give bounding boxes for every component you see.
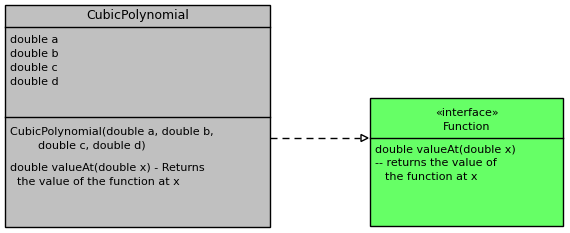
Text: double c: double c xyxy=(10,63,58,73)
Text: double valueAt(double x): double valueAt(double x) xyxy=(375,144,516,154)
Text: double valueAt(double x) - Returns: double valueAt(double x) - Returns xyxy=(10,163,205,173)
Text: «interface»: «interface» xyxy=(435,108,498,118)
Text: Function: Function xyxy=(443,122,490,132)
Text: the value of the function at x: the value of the function at x xyxy=(10,177,180,187)
Text: double a: double a xyxy=(10,35,58,45)
Text: CubicPolynomial(double a, double b,: CubicPolynomial(double a, double b, xyxy=(10,127,214,137)
Bar xyxy=(5,5,270,227)
Polygon shape xyxy=(361,134,368,141)
Text: the function at x: the function at x xyxy=(385,172,478,182)
Text: double d: double d xyxy=(10,77,59,87)
Text: -- returns the value of: -- returns the value of xyxy=(375,158,496,168)
Text: double b: double b xyxy=(10,49,59,59)
Text: CubicPolynomial: CubicPolynomial xyxy=(86,10,189,23)
Bar xyxy=(370,98,563,226)
Text: double c, double d): double c, double d) xyxy=(10,141,145,151)
